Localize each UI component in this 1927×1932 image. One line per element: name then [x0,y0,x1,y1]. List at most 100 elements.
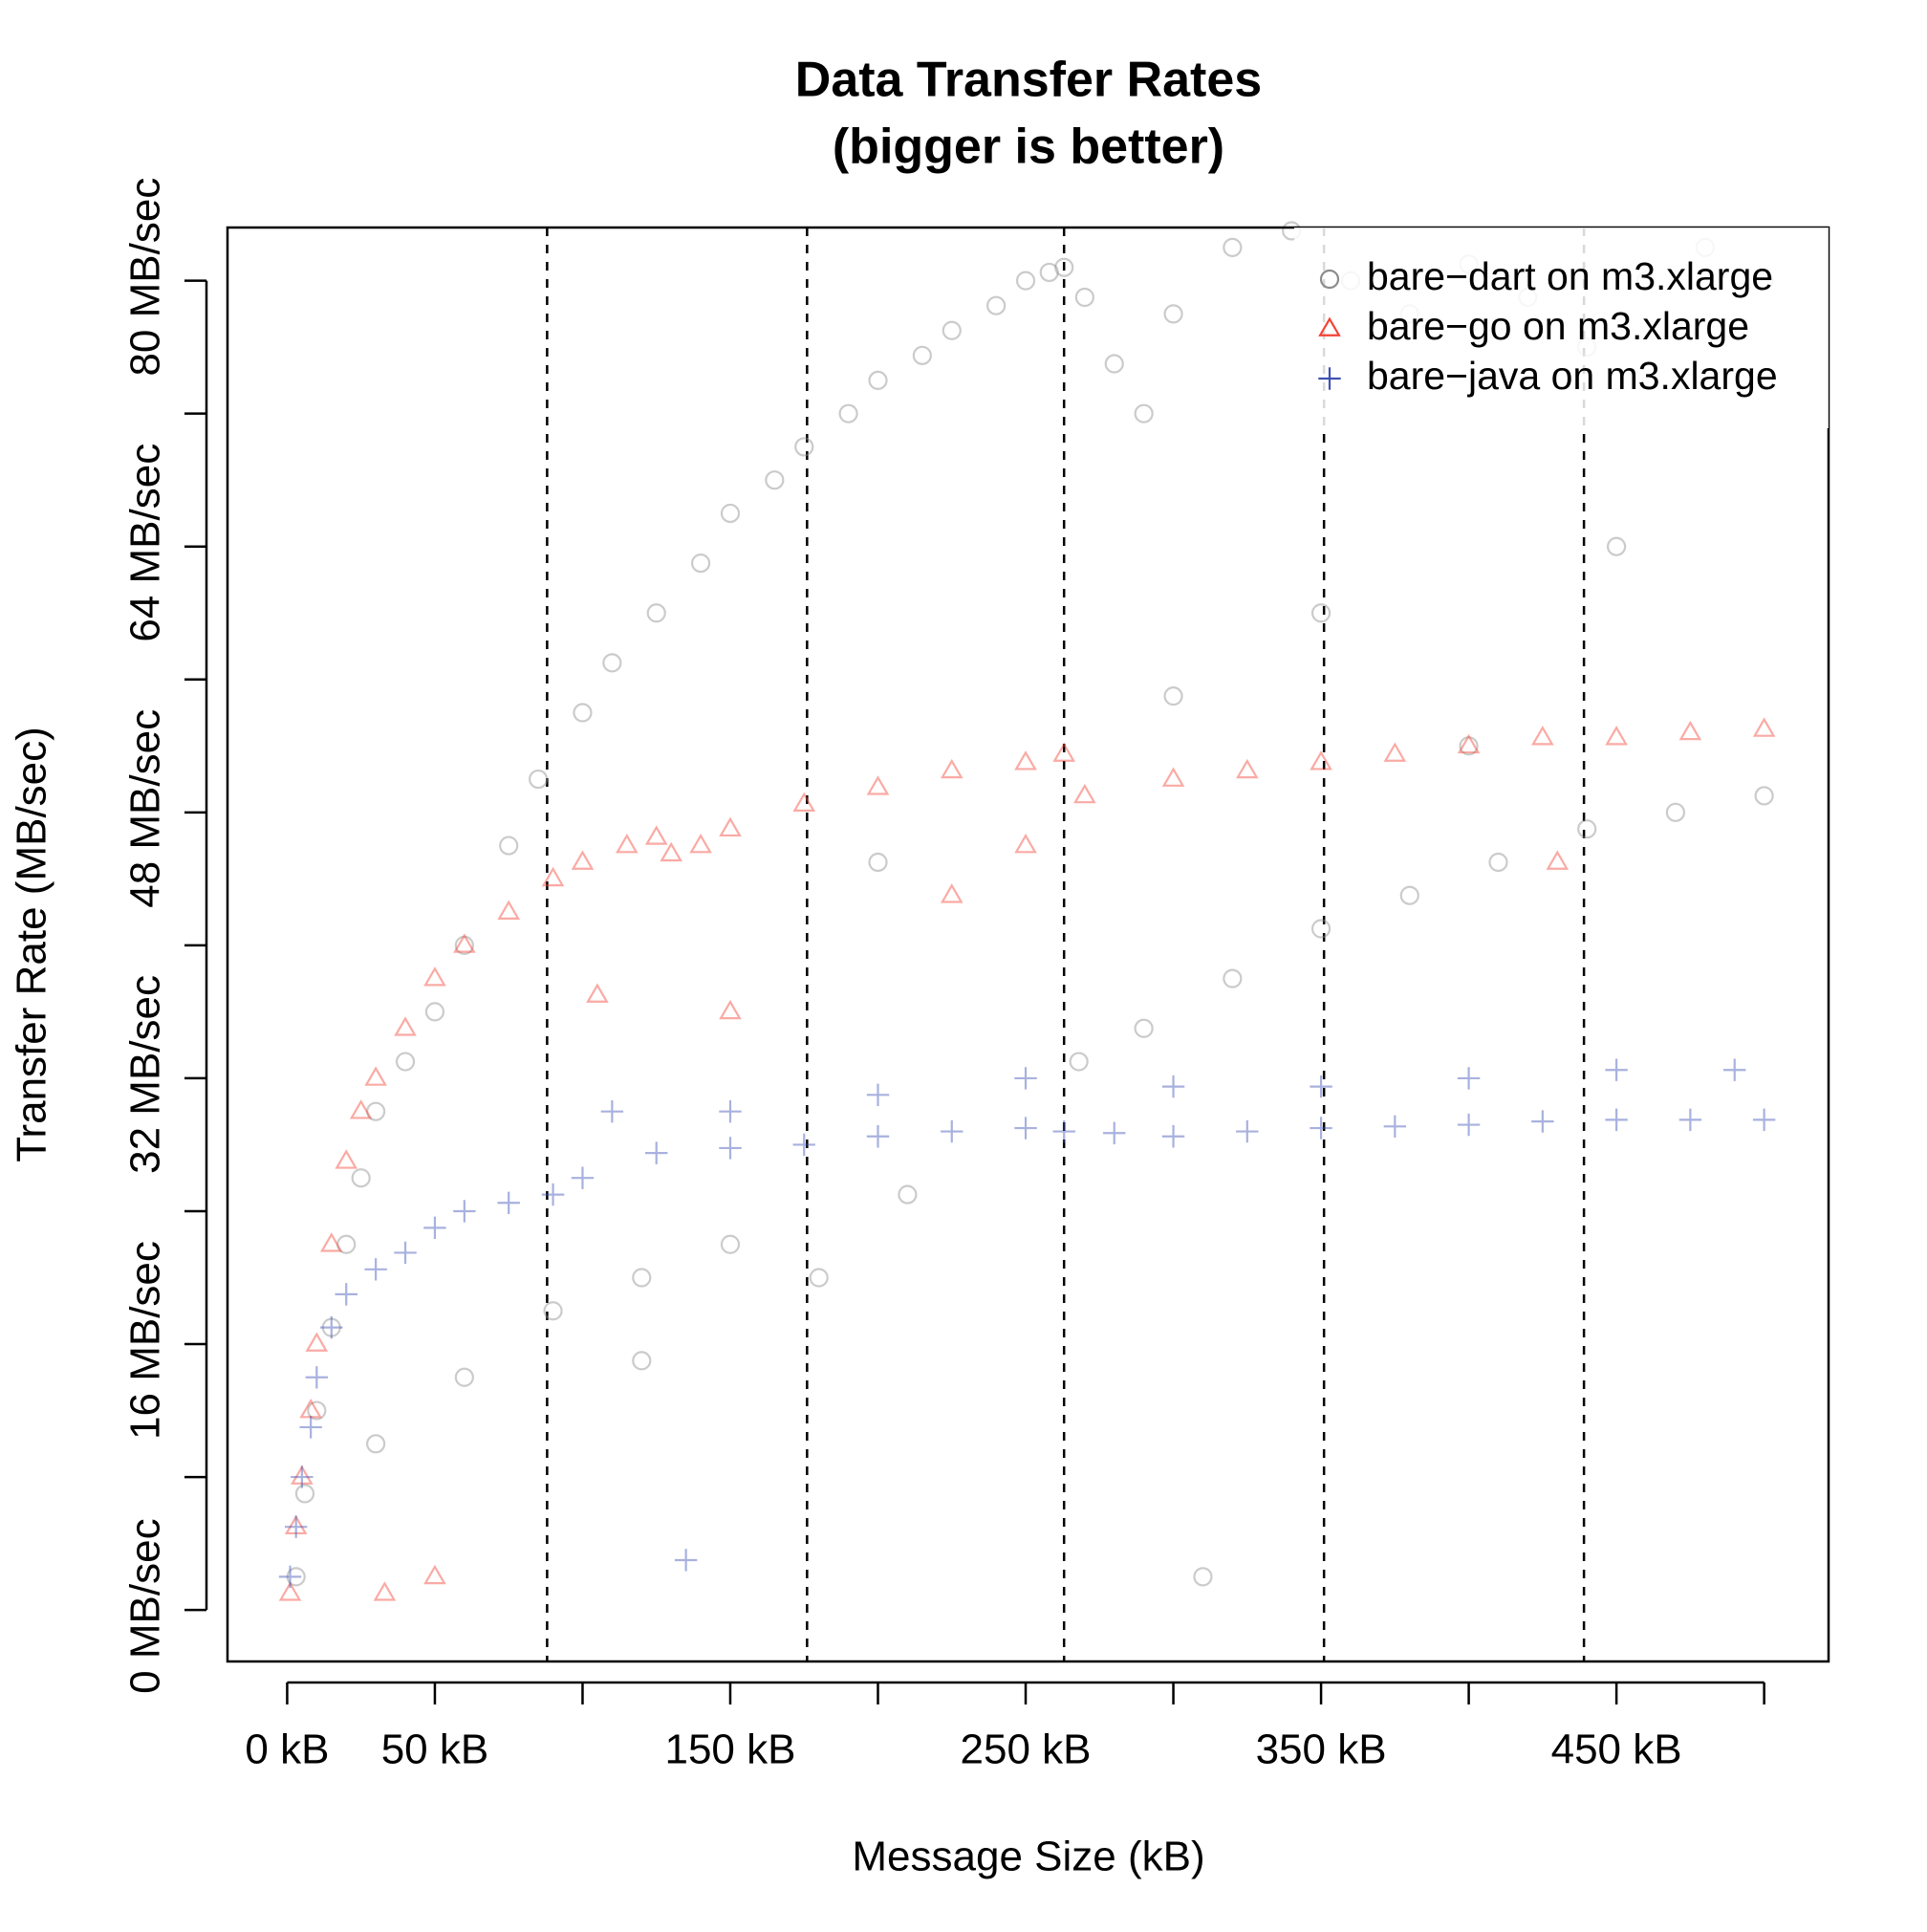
point [1015,271,1036,291]
point [299,1398,322,1419]
point [602,653,622,673]
point [284,1515,308,1538]
point [616,834,639,854]
point [1073,783,1096,804]
point [1607,536,1627,556]
point [299,1416,322,1439]
point [1457,1113,1481,1137]
point [1457,1067,1481,1090]
y-axis-title: Transfer Rate (MB/sec) [9,727,55,1162]
point [674,1549,698,1572]
point [1223,968,1243,988]
point [866,1083,890,1106]
point [1678,720,1702,741]
point [349,1099,373,1119]
point [1161,1125,1185,1148]
point [319,1232,343,1252]
y-tick-label: 64 MB/sec [122,444,169,642]
point [940,758,964,779]
point [541,1183,565,1206]
x-tick-label: 350 kB [1256,1726,1387,1773]
point [940,883,964,903]
point [1752,717,1776,737]
point [912,345,932,365]
point [291,1465,314,1485]
point [1605,726,1628,746]
point [351,1168,371,1188]
point [941,1119,964,1143]
point [644,825,668,845]
point [632,1351,652,1371]
point [645,1141,668,1164]
x-tick-label: 0 kB [245,1726,329,1773]
point [792,792,816,812]
point [1752,1108,1776,1132]
point [366,1101,386,1121]
point [600,1099,624,1123]
point [689,834,712,854]
point [1310,750,1332,771]
point [499,836,519,856]
point [1074,287,1094,308]
point [1383,742,1407,762]
point [765,470,785,490]
point [278,1565,302,1589]
point [571,1166,595,1189]
point [278,1581,302,1601]
point [294,1484,315,1504]
point [423,966,446,987]
point [541,866,565,887]
point [1014,1117,1037,1140]
point [794,437,814,457]
legend-label: bare−dart on m3.xlarge [1367,254,1773,298]
point [1488,852,1508,873]
point [632,1268,652,1288]
point [1319,269,1340,290]
point [1163,686,1183,706]
point [305,1366,329,1389]
point [1236,1119,1259,1143]
point [497,1191,520,1214]
point [1457,733,1481,754]
point [424,1002,445,1022]
point [868,370,888,391]
point [1161,767,1185,787]
point [307,1400,327,1421]
point [1052,742,1076,762]
point [320,1315,343,1339]
point [1531,726,1554,746]
point [809,1268,829,1288]
point [453,1200,476,1223]
point [1310,603,1332,623]
point [543,1301,563,1321]
point [1310,919,1332,939]
x-axis-title: Message Size (kB) [852,1834,1204,1880]
point [529,769,549,790]
point [1069,1052,1089,1072]
point [373,1581,397,1601]
point [336,1234,357,1254]
point [719,1137,742,1160]
point [335,1283,357,1306]
point [453,933,476,953]
point [1014,1067,1037,1090]
point [286,1567,306,1587]
point [720,503,741,524]
point [1605,1108,1628,1132]
point [366,1434,386,1454]
point [571,850,595,870]
point [1577,819,1597,839]
legend-label: bare−java on m3.xlarge [1367,354,1778,398]
legend-box [1294,228,1829,428]
y-tick-label: 16 MB/sec [122,1241,169,1440]
point [660,841,682,862]
point [284,1514,308,1535]
point [454,935,474,955]
point [305,1332,329,1352]
point [335,1149,358,1169]
point [690,554,711,574]
chart-subtitle: (bigger is better) [833,119,1224,175]
point [394,1016,417,1036]
y-tick-label: 48 MB/sec [122,709,169,908]
